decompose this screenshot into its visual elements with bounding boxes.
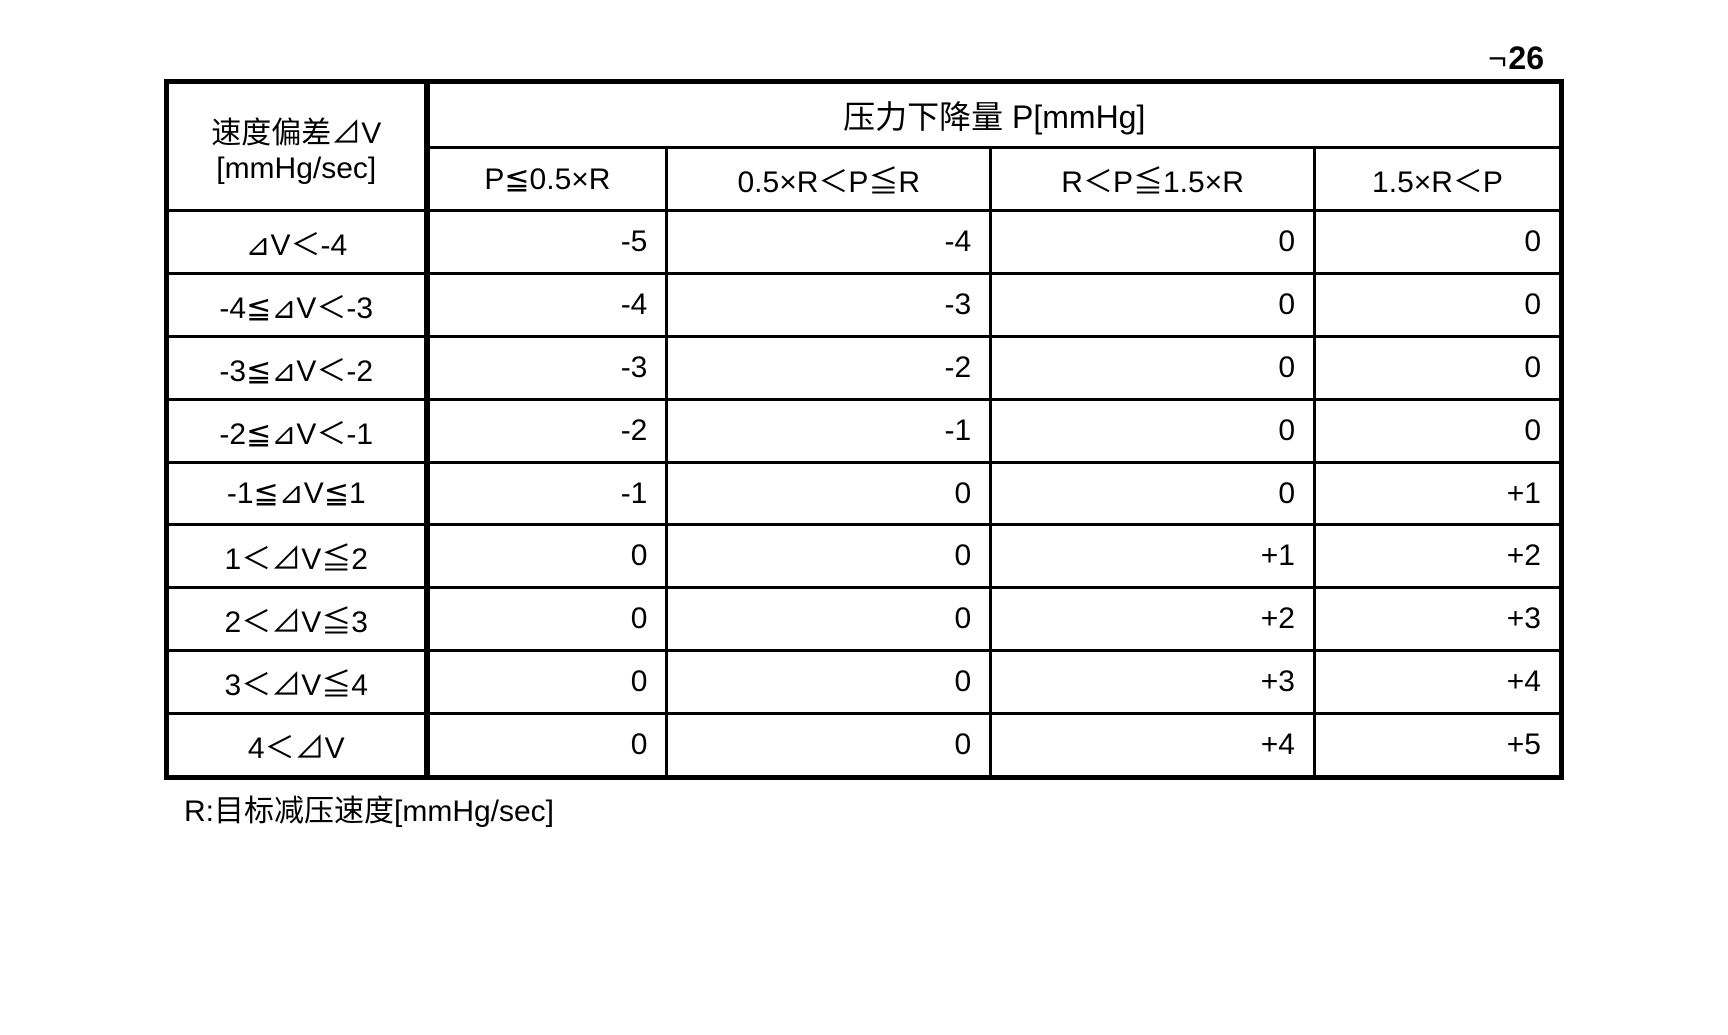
data-cell: 0 [991, 274, 1315, 337]
data-cell: 0 [667, 651, 991, 714]
data-cell: 0 [1315, 400, 1562, 463]
data-cell: -2 [667, 337, 991, 400]
data-cell: 0 [427, 651, 667, 714]
row-label: -1≦⊿V≦1 [167, 463, 427, 525]
data-cell: 0 [991, 400, 1315, 463]
table-row: -2≦⊿V＜-1 -2 -1 0 0 [167, 400, 1562, 463]
data-cell: 0 [1315, 274, 1562, 337]
row-label: -4≦⊿V＜-3 [167, 274, 427, 337]
row-label: -3≦⊿V＜-2 [167, 337, 427, 400]
table-row: 3＜⊿V≦4 0 0 +3 +4 [167, 651, 1562, 714]
table-row: -3≦⊿V＜-2 -3 -2 0 0 [167, 337, 1562, 400]
row-header-title-line1: 速度偏差⊿V [183, 108, 410, 152]
row-label: 3＜⊿V≦4 [167, 651, 427, 714]
table-container: ⌐26 速度偏差⊿V [mmHg/sec] 压力下降量 P[mmHg] P≦0.… [164, 40, 1564, 830]
footnote: R:目标减压速度[mmHg/sec] [164, 786, 1564, 830]
row-label: 2＜⊿V≦3 [167, 588, 427, 651]
data-cell: +2 [1315, 525, 1562, 588]
col-header-3: 1.5×R＜P [1315, 148, 1562, 211]
data-cell: -4 [427, 274, 667, 337]
row-header-title: 速度偏差⊿V [mmHg/sec] [167, 82, 427, 211]
row-label: -2≦⊿V＜-1 [167, 400, 427, 463]
data-cell: -1 [427, 463, 667, 525]
data-cell: +3 [1315, 588, 1562, 651]
data-cell: 0 [427, 714, 667, 778]
data-cell: 0 [1315, 211, 1562, 274]
data-cell: +4 [991, 714, 1315, 778]
data-cell: -2 [427, 400, 667, 463]
data-cell: -1 [667, 400, 991, 463]
data-cell: 0 [991, 463, 1315, 525]
row-header-title-line2: [mmHg/sec] [183, 152, 410, 186]
data-cell: +2 [991, 588, 1315, 651]
reference-number: ⌐26 [164, 40, 1564, 77]
table-body: ⊿V＜-4 -5 -4 0 0 -4≦⊿V＜-3 -4 -3 0 0 -3≦⊿V… [167, 211, 1562, 778]
data-cell: 0 [667, 525, 991, 588]
data-cell: +1 [1315, 463, 1562, 525]
col-group-header: 压力下降量 P[mmHg] [427, 82, 1562, 148]
table-row: 1＜⊿V≦2 0 0 +1 +2 [167, 525, 1562, 588]
row-label: 1＜⊿V≦2 [167, 525, 427, 588]
row-label: 4＜⊿V [167, 714, 427, 778]
col-header-0: P≦0.5×R [427, 148, 667, 211]
data-cell: 0 [991, 337, 1315, 400]
data-cell: +4 [1315, 651, 1562, 714]
data-cell: 0 [1315, 337, 1562, 400]
data-cell: +5 [1315, 714, 1562, 778]
data-cell: 0 [667, 588, 991, 651]
table-row: ⊿V＜-4 -5 -4 0 0 [167, 211, 1562, 274]
table-row: 4＜⊿V 0 0 +4 +5 [167, 714, 1562, 778]
data-cell: -5 [427, 211, 667, 274]
col-header-2: R＜P≦1.5×R [991, 148, 1315, 211]
data-cell: -3 [667, 274, 991, 337]
row-label: ⊿V＜-4 [167, 211, 427, 274]
table-row: -4≦⊿V＜-3 -4 -3 0 0 [167, 274, 1562, 337]
data-cell: 0 [667, 463, 991, 525]
data-cell: 0 [427, 588, 667, 651]
data-cell: 0 [991, 211, 1315, 274]
data-cell: 0 [667, 714, 991, 778]
data-cell: 0 [427, 525, 667, 588]
data-cell: +3 [991, 651, 1315, 714]
table-row: 2＜⊿V≦3 0 0 +2 +3 [167, 588, 1562, 651]
col-header-1: 0.5×R＜P≦R [667, 148, 991, 211]
data-table: 速度偏差⊿V [mmHg/sec] 压力下降量 P[mmHg] P≦0.5×R … [164, 79, 1564, 780]
data-cell: -3 [427, 337, 667, 400]
data-cell: +1 [991, 525, 1315, 588]
table-row: -1≦⊿V≦1 -1 0 0 +1 [167, 463, 1562, 525]
data-cell: -4 [667, 211, 991, 274]
